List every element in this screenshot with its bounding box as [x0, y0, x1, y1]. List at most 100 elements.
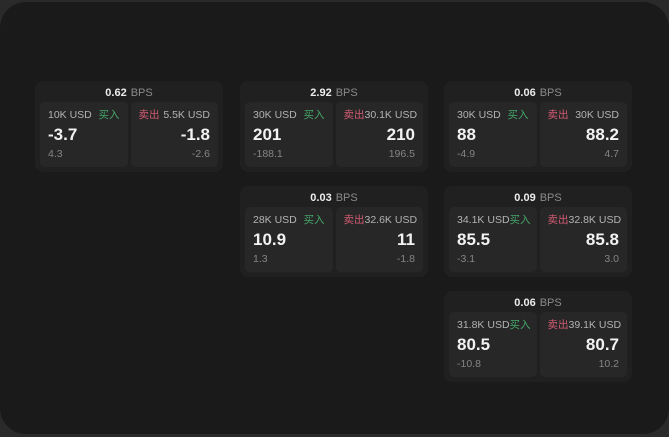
bps-value: 0.09	[514, 192, 536, 204]
sell-panel[interactable]: 卖出 30K USD 88.2 4.7	[539, 102, 627, 167]
sell-panel[interactable]: 卖出 32.6K USD 11 -1.8	[335, 207, 423, 272]
buy-price: 88	[457, 125, 476, 144]
sell-amount: 30K USD	[575, 109, 619, 121]
buy-side-label: 买入	[509, 319, 531, 331]
buy-panel[interactable]: 30K USD 买入 88 -4.9	[449, 102, 537, 167]
bps-value: 0.62	[105, 87, 127, 99]
sell-panel[interactable]: 卖出 5.5K USD -1.8 -2.6	[130, 102, 218, 167]
sell-side-label: 卖出	[547, 214, 569, 226]
sell-side-label: 卖出	[547, 319, 569, 331]
bps-value: 0.06	[514, 297, 536, 309]
buy-side-label: 买入	[303, 109, 325, 121]
buy-side-label: 买入	[98, 109, 120, 121]
quote-panels: 30K USD 买入 88 -4.9 卖出 30K USD 88.2 4.7	[449, 102, 627, 167]
buy-panel-top: 10K USD 买入	[48, 109, 120, 122]
buy-amount: 28K USD	[253, 214, 297, 226]
buy-side-label: 买入	[303, 214, 325, 226]
buy-amount: 30K USD	[253, 109, 297, 121]
bps-value: 2.92	[310, 87, 332, 99]
buy-panel[interactable]: 28K USD 买入 10.9 1.3	[245, 207, 333, 272]
sell-side-label: 卖出	[138, 109, 160, 121]
buy-delta: -188.1	[253, 148, 283, 160]
sell-delta: 10.2	[598, 358, 619, 370]
quote-card: 0.06 BPS 31.8K USD 买入 80.5 -10.8 卖出 39.1…	[444, 291, 632, 382]
quote-card: 2.92 BPS 30K USD 买入 201 -188.1 卖出 30.1K …	[240, 81, 428, 172]
quote-panels: 30K USD 买入 201 -188.1 卖出 30.1K USD 210 1…	[245, 102, 423, 167]
bps-header: 0.09 BPS	[449, 190, 627, 207]
buy-price: -3.7	[48, 125, 78, 144]
bps-value: 0.03	[310, 192, 332, 204]
sell-panel[interactable]: 卖出 30.1K USD 210 196.5	[335, 102, 423, 167]
sell-side-label: 卖出	[547, 109, 569, 121]
quote-card: 0.09 BPS 34.1K USD 买入 85.5 -3.1 卖出 32.8K…	[444, 186, 632, 277]
bps-unit-label: BPS	[539, 297, 562, 309]
sell-price: 88.2	[585, 125, 619, 144]
bps-header: 0.03 BPS	[245, 190, 423, 207]
sell-delta: 4.7	[604, 148, 619, 160]
sell-panel-top: 卖出 32.6K USD	[343, 214, 418, 227]
sell-price: 80.7	[585, 335, 619, 354]
bps-header: 2.92 BPS	[245, 85, 423, 102]
sell-price: 85.8	[585, 230, 619, 249]
buy-delta: -3.1	[457, 253, 476, 265]
sell-delta: -1.8	[396, 253, 415, 265]
buy-delta: 1.3	[253, 253, 268, 265]
quote-panels: 34.1K USD 买入 85.5 -3.1 卖出 32.8K USD 85.8…	[449, 207, 627, 272]
buy-delta: 4.3	[48, 148, 63, 160]
quote-card: 0.62 BPS 10K USD 买入 -3.7 4.3 卖出 5.5K USD	[35, 81, 223, 172]
buy-panel-top: 30K USD 买入	[457, 109, 529, 122]
buy-price: 80.5	[457, 335, 491, 354]
buy-panel[interactable]: 30K USD 买入 201 -188.1	[245, 102, 333, 167]
buy-amount: 34.1K USD	[457, 214, 510, 226]
buy-amount: 31.8K USD	[457, 319, 510, 331]
bps-unit-label: BPS	[539, 192, 562, 204]
sell-panel[interactable]: 卖出 32.8K USD 85.8 3.0	[539, 207, 627, 272]
buy-price: 10.9	[253, 230, 287, 249]
sell-amount: 5.5K USD	[163, 109, 210, 121]
bps-unit-label: BPS	[130, 87, 153, 99]
bps-unit-label: BPS	[335, 192, 358, 204]
buy-side-label: 买入	[507, 109, 529, 121]
buy-delta: -4.9	[457, 148, 476, 160]
sell-price: 210	[386, 125, 415, 144]
buy-side-label: 买入	[509, 214, 531, 226]
sell-amount: 32.6K USD	[364, 214, 418, 226]
buy-panel[interactable]: 31.8K USD 买入 80.5 -10.8	[449, 312, 537, 377]
quote-panels: 10K USD 买入 -3.7 4.3 卖出 5.5K USD -1.8 -2.…	[40, 102, 218, 167]
sell-side-label: 卖出	[343, 109, 365, 121]
sell-amount: 32.8K USD	[568, 214, 622, 226]
sell-side-label: 卖出	[343, 214, 365, 226]
sell-amount: 39.1K USD	[568, 319, 622, 331]
buy-panel-top: 28K USD 买入	[253, 214, 325, 227]
quote-panels: 28K USD 买入 10.9 1.3 卖出 32.6K USD 11 -1.8	[245, 207, 423, 272]
bps-unit-label: BPS	[335, 87, 358, 99]
quote-card: 0.06 BPS 30K USD 买入 88 -4.9 卖出 30K USD	[444, 81, 632, 172]
sell-panel-top: 卖出 30K USD	[548, 109, 620, 122]
bps-header: 0.62 BPS	[40, 85, 218, 102]
sell-delta: -2.6	[191, 148, 210, 160]
buy-price: 85.5	[457, 230, 491, 249]
bps-unit-label: BPS	[539, 87, 562, 99]
buy-panel[interactable]: 10K USD 买入 -3.7 4.3	[40, 102, 128, 167]
buy-panel-top: 30K USD 买入	[253, 109, 325, 122]
sell-panel-top: 卖出 30.1K USD	[343, 109, 418, 122]
bps-header: 0.06 BPS	[449, 85, 627, 102]
buy-delta: -10.8	[457, 358, 481, 370]
sell-panel-top: 卖出 5.5K USD	[139, 109, 211, 122]
sell-panel-top: 卖出 39.1K USD	[547, 319, 622, 332]
buy-panel-top: 34.1K USD 买入	[457, 214, 531, 227]
buy-price: 201	[253, 125, 282, 144]
sell-panel-top: 卖出 32.8K USD	[547, 214, 622, 227]
sell-delta: 3.0	[604, 253, 619, 265]
buy-panel[interactable]: 34.1K USD 买入 85.5 -3.1	[449, 207, 537, 272]
sell-amount: 30.1K USD	[364, 109, 418, 121]
bps-value: 0.06	[514, 87, 536, 99]
buy-panel-top: 31.8K USD 买入	[457, 319, 531, 332]
bps-header: 0.06 BPS	[449, 295, 627, 312]
sell-panel[interactable]: 卖出 39.1K USD 80.7 10.2	[539, 312, 627, 377]
buy-amount: 10K USD	[48, 109, 92, 121]
quote-card: 0.03 BPS 28K USD 买入 10.9 1.3 卖出 32.6K US…	[240, 186, 428, 277]
sell-price: 11	[397, 230, 415, 249]
